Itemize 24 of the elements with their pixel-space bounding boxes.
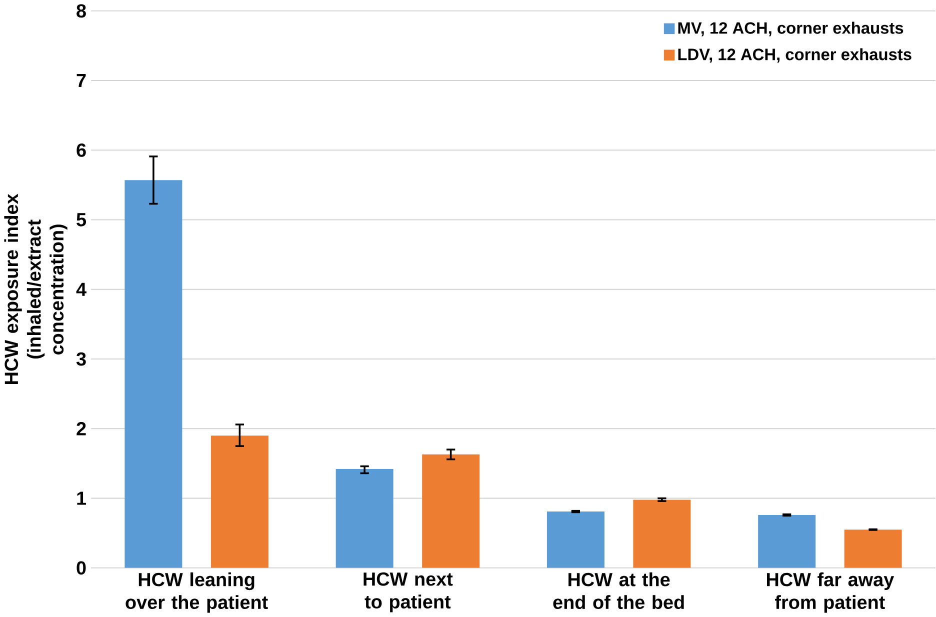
bar (546, 512, 604, 568)
bar (633, 500, 691, 568)
y-tick-label: 8 (76, 4, 86, 18)
y-tick-label: 3 (76, 352, 86, 366)
x-tick-label: HCW next to patient (364, 572, 453, 612)
y-tick-label: 2 (76, 422, 86, 436)
x-tick-label: HCW far away from patient (766, 572, 894, 613)
bar (124, 180, 182, 568)
y-tick-label: 4 (76, 282, 86, 296)
bar (210, 436, 268, 568)
y-tick-label: 0 (76, 561, 86, 575)
legend-label: LDV, 12 ACH, corner exhausts (678, 48, 912, 63)
y-axis-title: HCW exposure index (inhaled/extract concentration) (4, 194, 68, 384)
y-tick-label: 5 (76, 213, 86, 226)
bar (758, 515, 816, 568)
bar (844, 530, 902, 568)
x-tick-label: HCW leaning over the patient (126, 572, 268, 613)
legend-label: MV, 12 ACH, corner exhausts (678, 22, 904, 36)
bar (336, 469, 394, 568)
x-tick-label: HCW at the end of the bed (553, 572, 684, 610)
bar (422, 454, 480, 568)
y-tick-label: 1 (77, 492, 86, 505)
y-tick-label: 6 (76, 143, 86, 157)
y-tick-label: 7 (76, 74, 86, 88)
